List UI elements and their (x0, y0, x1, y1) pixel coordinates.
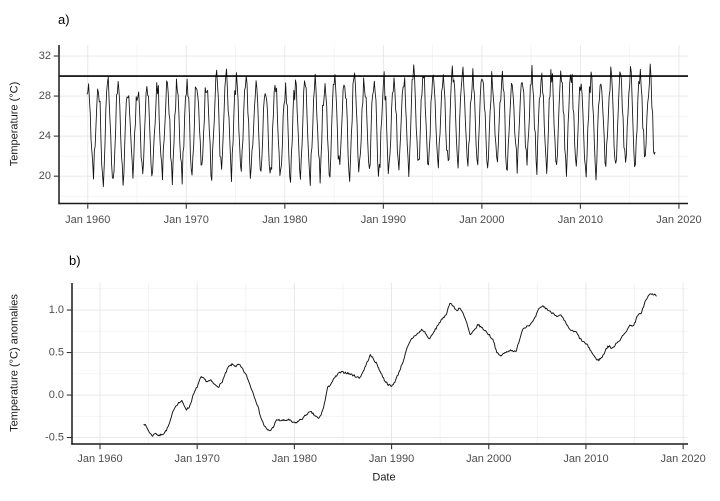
x-tick-label: Jan 2010 (563, 453, 608, 465)
panel-b-title: b) (69, 253, 81, 268)
x-tick-label: Jan 2020 (661, 453, 706, 465)
panel-b: Jan 1960 Jan 1970 Jan 1980 Jan 1990 Jan 2000… (45, 283, 706, 465)
panel-b-x-axis-label: Date (372, 471, 396, 484)
y-tick-label: 0.0 (49, 389, 64, 401)
y-tick-label: 1.0 (49, 304, 64, 316)
x-tick-label: Jan 1970 (175, 453, 220, 465)
y-tick-label: 28 (39, 90, 51, 102)
x-tick-label: Jan 2010 (558, 214, 603, 226)
x-tick-label: Jan 1960 (65, 214, 110, 226)
temperature-anomalies-line (143, 293, 657, 437)
monthly-temperature-line (86, 63, 656, 188)
y-tick-label: 24 (39, 130, 51, 142)
panel-b-y-axis-label: Temperature (°C) anomalies (8, 294, 21, 432)
y-tick-label: 20 (39, 170, 51, 182)
y-tick-label: -0.5 (45, 432, 64, 444)
panel-a-y-axis-label: Temperature (°C) (8, 81, 21, 167)
x-tick-label: Jan 1990 (369, 453, 414, 465)
x-tick-label: Jan 1980 (262, 214, 307, 226)
x-tick-label: Jan 1960 (77, 453, 122, 465)
panel-a-title: a) (58, 12, 70, 27)
panel-a: Jan 1960 Jan 1970 Jan 1980 Jan 1990 Jan 2000… (39, 45, 702, 226)
x-tick-label: Jan 1990 (361, 214, 406, 226)
x-tick-label: Jan 1970 (164, 214, 209, 226)
x-tick-label: Jan 1980 (272, 453, 317, 465)
y-tick-label: 0.5 (49, 347, 64, 359)
y-tick-label: 32 (39, 50, 51, 62)
x-tick-label: Jan 2020 (656, 214, 701, 226)
x-tick-label: Jan 2000 (459, 214, 504, 226)
x-tick-label: Jan 2000 (466, 453, 511, 465)
